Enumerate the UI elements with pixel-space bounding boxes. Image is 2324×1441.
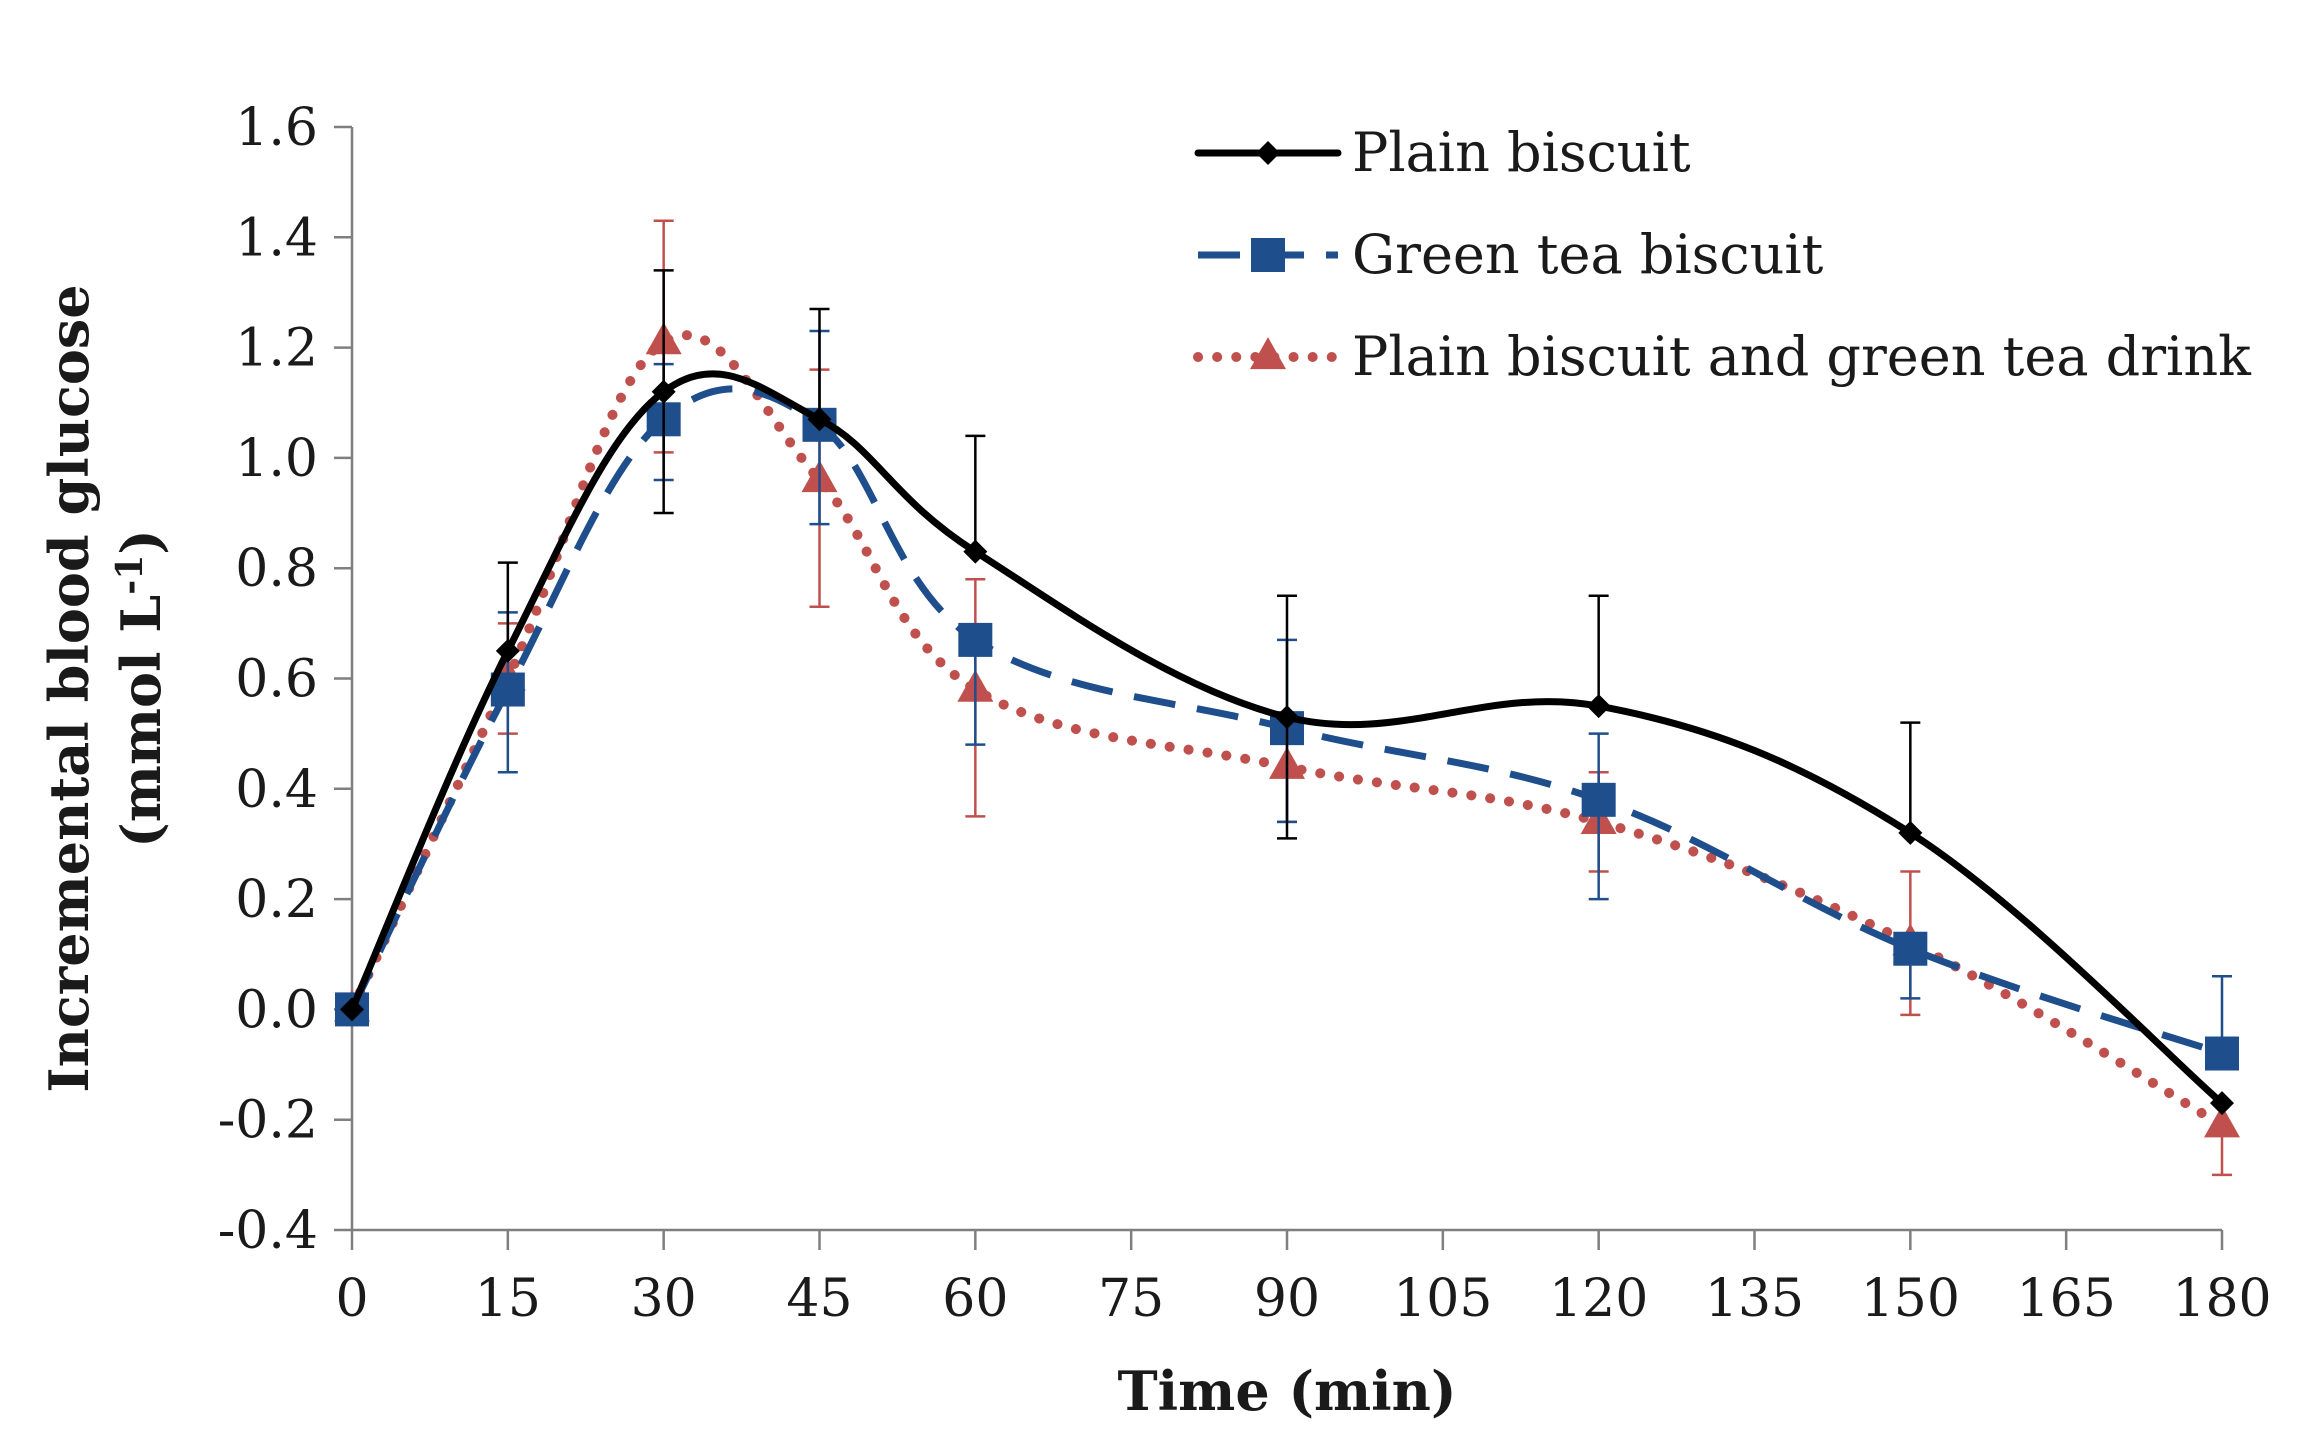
data-point (1893, 931, 1928, 966)
legend-marker (1250, 337, 1286, 370)
legend-label: Plain biscuit and green tea drink (1352, 325, 2252, 388)
x-tick-label: 45 (786, 1269, 852, 1329)
y-tick-label: 1.4 (235, 208, 318, 268)
legend-label: Plain biscuit (1352, 121, 1691, 184)
x-tick-label: 90 (1254, 1269, 1320, 1329)
y-tick-label: -0.2 (218, 1091, 318, 1151)
x-tick-label: 60 (942, 1269, 1008, 1329)
x-axis-title: Time (min) (1117, 1359, 1456, 1423)
y-tick-label: 0.4 (235, 760, 318, 820)
axis-labels: Time (min) Incremental blood glucose (mm… (37, 284, 1457, 1423)
y-axis-title-close: ) (109, 529, 173, 555)
series-plain-biscuit (340, 269, 2234, 1116)
data-point (958, 622, 993, 657)
x-tick-label: 150 (1861, 1269, 1960, 1329)
y-tick-label: 1.0 (235, 429, 318, 489)
series-line (347, 330, 2227, 1131)
x-tick-label: 75 (1098, 1269, 1164, 1329)
series-green-tea-biscuit (335, 329, 2239, 1071)
x-tick-label: 135 (1705, 1269, 1804, 1329)
data-point (1581, 782, 1616, 817)
y-tick-label: 1.6 (235, 98, 318, 158)
data-point (2205, 1036, 2239, 1071)
y-axis-title-exponent: -1 (109, 555, 151, 595)
legend-marker (1251, 238, 1285, 272)
data-point (1275, 705, 1299, 730)
x-tick-label: 15 (475, 1269, 541, 1329)
y-tick-label: 0.6 (235, 650, 318, 710)
x-tick-label: 30 (631, 1269, 697, 1329)
x-tick-label: 180 (2172, 1269, 2271, 1329)
series-line (348, 385, 2224, 1057)
x-tick-label: 165 (2017, 1269, 2116, 1329)
data-point (2204, 1105, 2240, 1138)
x-tick-label: 120 (1549, 1269, 1648, 1329)
data-point (340, 997, 364, 1022)
series-line (348, 370, 2226, 1107)
x-tick-label: 105 (1393, 1269, 1492, 1329)
x-tick-label: 0 (335, 1269, 368, 1329)
y-axis-title-unit: (mmol L (109, 595, 173, 848)
axes: 1.6 1.4 1.2 1.0 0.8 0.6 0.4 0.2 0.0 -0.2 -0.4 0 15 30… (218, 98, 2272, 1329)
y-axis-title-line1: Incremental blood glucose (37, 284, 101, 1092)
data-point (963, 539, 988, 564)
y-tick-label: 0.2 (235, 870, 318, 930)
legend-marker (1256, 141, 1280, 165)
data-point (651, 379, 676, 404)
y-tick-label: 0.8 (235, 539, 318, 599)
data-point (1586, 694, 1611, 719)
data-point (495, 638, 520, 663)
data-point (807, 407, 832, 432)
y-axis-title-line2: (mmol L-1) (109, 529, 173, 848)
data-point (1898, 820, 1923, 845)
series-group (334, 219, 2240, 1177)
y-tick-label: -0.4 (218, 1201, 318, 1261)
data-point (2210, 1091, 2234, 1116)
y-tick-label: 1.2 (235, 319, 318, 379)
legend: Plain biscuit Green tea biscuit Plain bisc… (1193, 121, 2252, 388)
legend-label: Green tea biscuit (1352, 223, 1824, 286)
y-tick-label: 0.0 (235, 980, 318, 1040)
